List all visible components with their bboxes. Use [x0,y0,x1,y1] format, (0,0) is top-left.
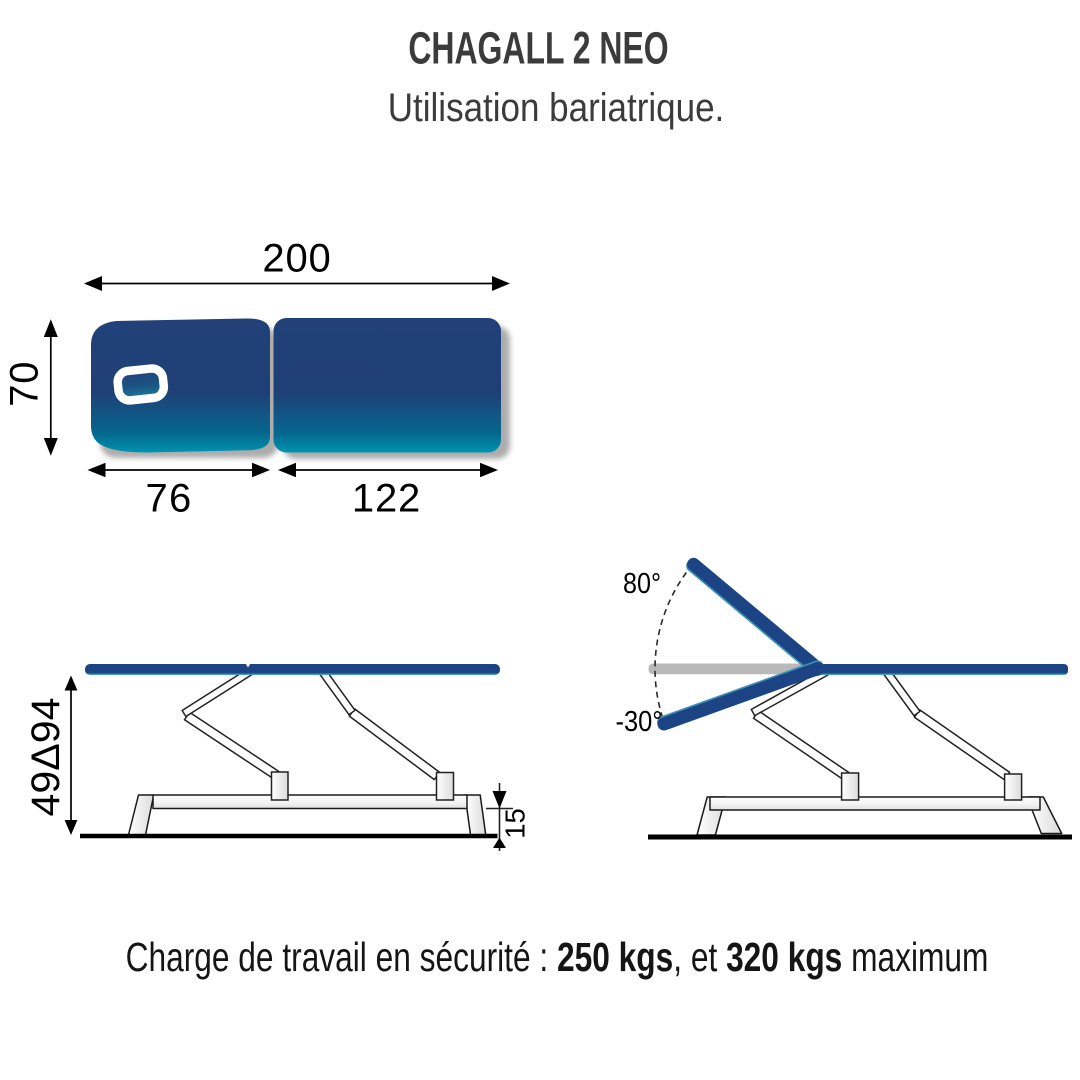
svg-text:Charge de travail en sécurité: Charge de travail en sécurité : 250 kgs,… [126,934,989,980]
svg-text:122: 122 [352,477,421,521]
svg-text:200: 200 [262,237,331,281]
svg-text:Utilisation bariatrique.: Utilisation bariatrique. [388,85,725,130]
svg-text:70: 70 [3,361,47,407]
svg-text:49Δ94: 49Δ94 [24,698,68,817]
svg-text:-30°: -30° [616,706,663,738]
svg-text:76: 76 [146,477,193,521]
svg-text:CHAGALL 2 NEO: CHAGALL 2 NEO [408,24,668,74]
svg-text:15: 15 [500,808,531,839]
svg-text:80°: 80° [623,568,661,600]
